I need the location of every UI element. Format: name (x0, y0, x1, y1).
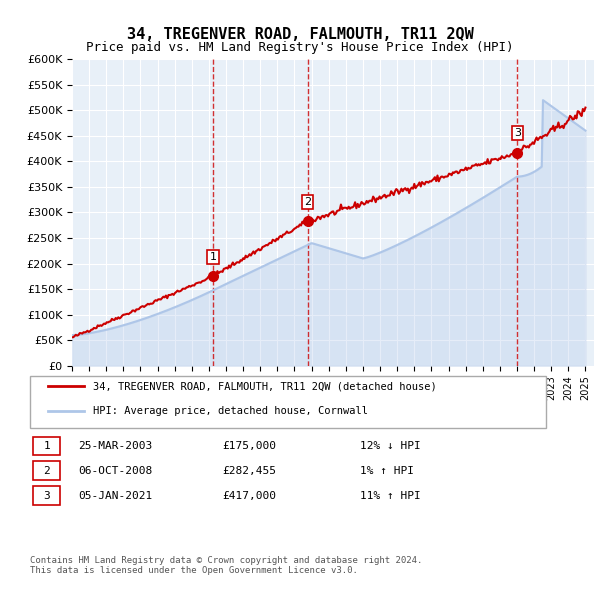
Text: 2: 2 (304, 197, 311, 207)
Text: £175,000: £175,000 (222, 441, 276, 451)
Text: 05-JAN-2021: 05-JAN-2021 (78, 491, 152, 500)
Text: 34, TREGENVER ROAD, FALMOUTH, TR11 2QW (detached house): 34, TREGENVER ROAD, FALMOUTH, TR11 2QW (… (93, 382, 437, 391)
Text: £282,455: £282,455 (222, 466, 276, 476)
Text: 12% ↓ HPI: 12% ↓ HPI (360, 441, 421, 451)
Text: 3: 3 (514, 128, 521, 138)
Text: £417,000: £417,000 (222, 491, 276, 500)
Text: 34, TREGENVER ROAD, FALMOUTH, TR11 2QW: 34, TREGENVER ROAD, FALMOUTH, TR11 2QW (127, 27, 473, 41)
Text: 1: 1 (43, 441, 50, 451)
Text: Contains HM Land Registry data © Crown copyright and database right 2024.
This d: Contains HM Land Registry data © Crown c… (30, 556, 422, 575)
Text: 2: 2 (43, 466, 50, 476)
Text: 3: 3 (43, 491, 50, 500)
Text: 11% ↑ HPI: 11% ↑ HPI (360, 491, 421, 500)
Text: Price paid vs. HM Land Registry's House Price Index (HPI): Price paid vs. HM Land Registry's House … (86, 41, 514, 54)
Text: 06-OCT-2008: 06-OCT-2008 (78, 466, 152, 476)
Text: 1% ↑ HPI: 1% ↑ HPI (360, 466, 414, 476)
Text: 25-MAR-2003: 25-MAR-2003 (78, 441, 152, 451)
Text: HPI: Average price, detached house, Cornwall: HPI: Average price, detached house, Corn… (93, 407, 368, 416)
Text: 1: 1 (209, 252, 217, 262)
